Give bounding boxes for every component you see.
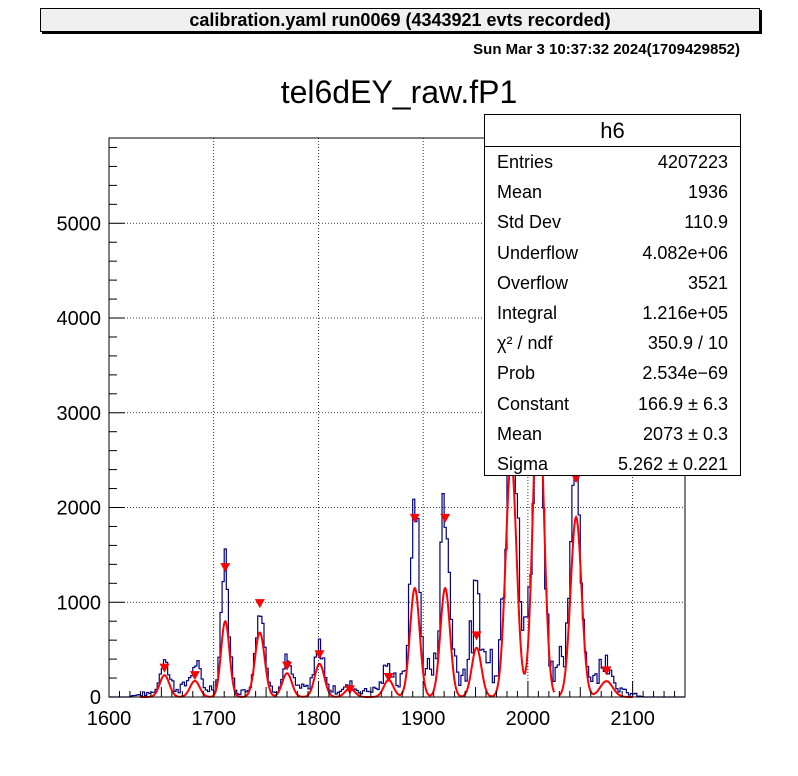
x-tick-label: 1900 xyxy=(401,708,446,730)
peak-marker xyxy=(282,661,293,671)
stats-row: Constant 166.9 ± 6.3 xyxy=(497,393,728,414)
peak-marker xyxy=(471,631,482,641)
peak-marker xyxy=(254,599,265,609)
x-tick-label: 2100 xyxy=(610,708,655,730)
y-tick-label: 1000 xyxy=(57,592,102,614)
peak-marker xyxy=(220,563,231,573)
datestamp: Sun Mar 3 10:37:32 2024(1709429852) xyxy=(473,41,740,58)
peak-marker xyxy=(440,513,451,523)
stats-row: Std Dev 110.9 xyxy=(497,212,728,233)
x-tick-label: 1700 xyxy=(191,708,236,730)
stats-row: χ² / ndf 350.9 / 10 xyxy=(497,333,728,354)
axes: 1600 1700 1800 1900 2000 2100 0 1000 2000 3000 400… xyxy=(57,146,686,730)
y-tick-label: 3000 xyxy=(57,403,102,425)
stats-row: Integral 1.216e+05 xyxy=(497,302,728,323)
y-tick-label: 0 xyxy=(90,687,101,709)
stats-row: Overflow 3521 xyxy=(497,272,728,293)
stats-row: Underflow 4.082e+06 xyxy=(497,242,728,263)
stats-box: h6 Entries 4207223 Mean 1936 Std Dev 110.9 … xyxy=(484,114,741,476)
histogram-line xyxy=(109,325,685,698)
peak-marker xyxy=(314,650,325,660)
y-tick-label: 4000 xyxy=(57,308,102,330)
stats-row: Prob 2.534e−69 xyxy=(497,363,728,384)
peak-marker xyxy=(189,671,200,681)
y-tick-label: 2000 xyxy=(57,498,102,520)
stats-row: Entries 4207223 xyxy=(497,152,728,172)
fit-curve xyxy=(558,515,633,698)
x-tick-label: 1600 xyxy=(87,708,132,730)
stats-row: Mean 1936 xyxy=(497,182,728,203)
peak-marker xyxy=(159,663,170,673)
canvas-title: calibration.yaml run0069 (4343921 evts r… xyxy=(40,8,760,32)
stats-title: h6 xyxy=(485,115,740,147)
x-tick-label: 1800 xyxy=(296,708,341,730)
peak-marker xyxy=(409,513,420,523)
x-tick-label: 2000 xyxy=(506,708,551,730)
histogram-title: tel6dEY_raw.fP1 xyxy=(280,74,518,110)
peak-marker xyxy=(383,673,394,683)
y-tick-label: 5000 xyxy=(57,213,102,235)
peak-marker xyxy=(601,666,612,676)
peak-marker xyxy=(571,474,582,484)
peak-marker xyxy=(344,685,355,695)
stats-row: Mean 2073 ± 0.3 xyxy=(497,423,728,444)
stats-row: Sigma 5.262 ± 0.221 xyxy=(497,453,728,474)
